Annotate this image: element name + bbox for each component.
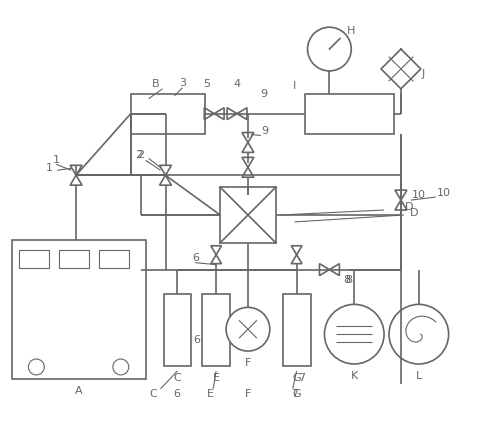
Text: E: E <box>213 373 220 383</box>
Bar <box>305 94 394 133</box>
Text: 9: 9 <box>261 125 268 135</box>
Bar <box>220 187 276 243</box>
Text: 10: 10 <box>437 188 451 198</box>
Text: 1: 1 <box>46 163 53 173</box>
Circle shape <box>308 27 351 71</box>
Bar <box>99 250 129 268</box>
Text: J: J <box>421 69 425 79</box>
Text: 6: 6 <box>193 335 200 345</box>
Circle shape <box>113 359 129 375</box>
Circle shape <box>389 304 449 364</box>
Text: 7: 7 <box>298 373 305 383</box>
Text: 3: 3 <box>179 78 186 88</box>
Text: 7: 7 <box>291 389 298 399</box>
Bar <box>131 94 205 133</box>
Text: G: G <box>292 373 301 383</box>
Bar <box>163 295 191 366</box>
Text: B: B <box>152 79 160 89</box>
Text: F: F <box>245 358 251 368</box>
Text: 10: 10 <box>412 190 426 200</box>
Text: 6: 6 <box>192 253 199 262</box>
Bar <box>12 240 146 379</box>
Text: F: F <box>245 389 251 399</box>
Circle shape <box>226 307 270 351</box>
Text: I: I <box>293 81 296 91</box>
Text: 4: 4 <box>233 79 241 89</box>
Circle shape <box>324 304 384 364</box>
Text: C: C <box>174 373 181 383</box>
Text: G: G <box>292 389 301 399</box>
Text: L: L <box>415 371 422 381</box>
Text: D: D <box>410 208 418 218</box>
Bar <box>283 295 310 366</box>
Text: 6: 6 <box>173 389 180 399</box>
Text: A: A <box>75 386 82 396</box>
Text: E: E <box>207 389 214 399</box>
Text: 9: 9 <box>260 89 268 99</box>
Text: 8: 8 <box>346 275 353 284</box>
Text: K: K <box>350 371 358 381</box>
Text: 2: 2 <box>137 150 144 160</box>
Text: 1: 1 <box>53 155 60 165</box>
Text: 5: 5 <box>203 79 210 89</box>
Text: C: C <box>150 389 158 399</box>
Text: D: D <box>404 202 413 212</box>
Text: H: H <box>347 26 355 36</box>
Bar <box>59 250 89 268</box>
Bar <box>202 295 230 366</box>
Text: 2: 2 <box>135 150 142 160</box>
Text: 8: 8 <box>344 275 351 284</box>
Bar <box>19 250 49 268</box>
Circle shape <box>28 359 44 375</box>
